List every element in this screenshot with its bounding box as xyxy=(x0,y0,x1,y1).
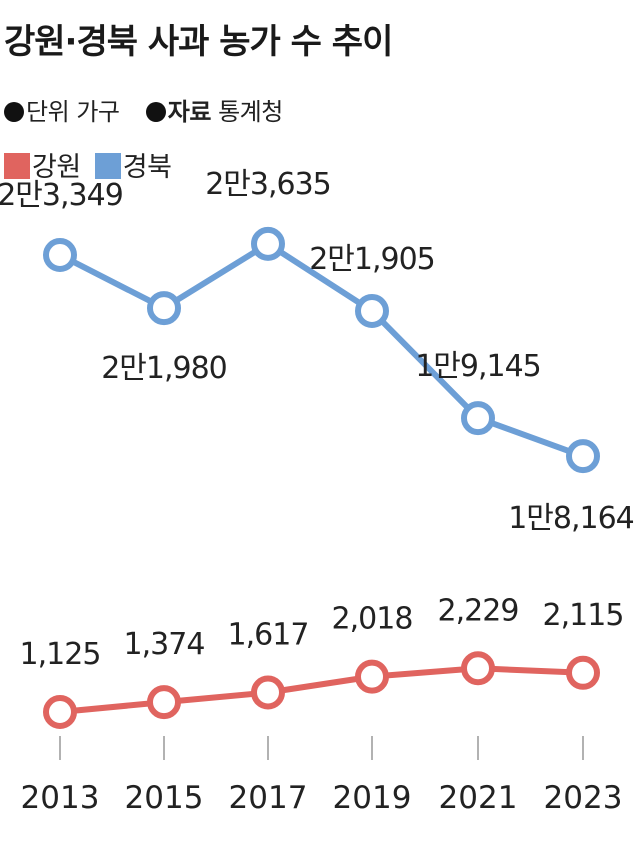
x-tick-label: 2015 xyxy=(125,780,204,816)
data-label-gyeongbuk: 1만8,164 xyxy=(508,501,634,536)
data-point-gangwon xyxy=(355,659,389,694)
data-point-gyeongbuk xyxy=(355,294,389,328)
legend-swatch-gyeongbuk xyxy=(94,153,121,179)
x-tick-label: 2017 xyxy=(229,780,308,816)
data-label-gangwon: 2,115 xyxy=(543,598,624,633)
legend-item-gyeongbuk: 경북 xyxy=(94,152,172,183)
data-point-gyeongbuk xyxy=(43,237,77,272)
data-label-gangwon: 1,374 xyxy=(124,627,205,662)
data-point-gangwon xyxy=(147,685,181,720)
chart-legend: 강원 경북 xyxy=(4,145,177,184)
x-tick-label: 2019 xyxy=(333,780,412,816)
data-point-gangwon xyxy=(43,695,77,729)
data-point-gangwon xyxy=(251,675,285,710)
data-label-gangwon: 2,018 xyxy=(332,602,413,637)
source-value: 통계청 xyxy=(218,98,283,126)
unit-label: 단위 xyxy=(26,98,70,126)
x-tick-label: 2013 xyxy=(21,780,100,816)
data-point-gyeongbuk xyxy=(461,401,495,436)
chart-meta: 단위 가구 자료 통계청 xyxy=(4,92,283,127)
bullet-icon xyxy=(4,102,24,122)
legend-item-gangwon: 강원 xyxy=(4,152,81,183)
series-line-gangwon xyxy=(59,665,584,715)
data-point-gangwon xyxy=(461,651,495,686)
x-tick-label: 2023 xyxy=(544,780,623,816)
bullet-icon xyxy=(145,102,166,122)
chart-title: 강원·경북 사과 농가 수 추이 xyxy=(4,22,393,62)
data-point-gangwon xyxy=(566,655,600,690)
data-point-gyeongbuk xyxy=(251,226,285,261)
data-label-gyeongbuk: 2만3,349 xyxy=(0,178,123,213)
legend-swatch-gangwon xyxy=(4,153,30,179)
data-point-gyeongbuk xyxy=(566,439,600,474)
legend-label-gyeongbuk: 경북 xyxy=(122,152,172,183)
data-point-gyeongbuk xyxy=(147,291,181,326)
data-label-gyeongbuk: 2만3,635 xyxy=(205,167,331,202)
data-label-gangwon: 1,617 xyxy=(228,618,309,653)
data-label-gyeongbuk: 2만1,905 xyxy=(309,242,435,277)
data-label-gyeongbuk: 2만1,980 xyxy=(101,351,227,386)
data-label-gangwon: 2,229 xyxy=(438,593,519,628)
data-label-gangwon: 1,125 xyxy=(20,637,101,672)
unit-value: 가구 xyxy=(76,98,120,126)
source-label: 자료 xyxy=(167,98,212,126)
data-label-gyeongbuk: 1만9,145 xyxy=(415,349,541,384)
legend-label-gangwon: 강원 xyxy=(32,152,81,183)
x-tick-label: 2021 xyxy=(439,780,518,816)
series-line-gyeongbuk xyxy=(58,240,585,459)
